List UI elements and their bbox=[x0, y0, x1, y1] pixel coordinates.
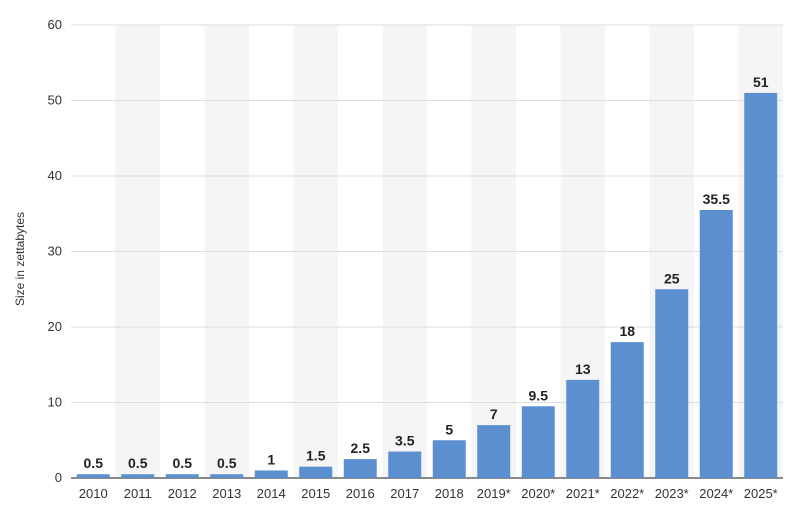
bar bbox=[388, 451, 422, 478]
data-label: 0.5 bbox=[128, 455, 148, 471]
y-tick-label: 30 bbox=[48, 244, 62, 259]
bar bbox=[76, 474, 110, 478]
bar bbox=[477, 425, 511, 478]
bar bbox=[121, 474, 155, 478]
y-tick-label: 0 bbox=[55, 470, 62, 485]
bar bbox=[343, 459, 377, 478]
data-label: 51 bbox=[753, 74, 769, 90]
bar bbox=[744, 92, 778, 478]
y-tick-label: 40 bbox=[48, 168, 62, 183]
x-tick-label: 2025* bbox=[744, 486, 778, 501]
bar bbox=[699, 209, 733, 478]
data-label: 13 bbox=[575, 361, 591, 377]
data-label: 2.5 bbox=[351, 440, 371, 456]
y-tick-label: 60 bbox=[48, 17, 62, 32]
x-tick-label: 2012 bbox=[168, 486, 197, 501]
y-tick-label: 10 bbox=[48, 395, 62, 410]
data-label: 0.5 bbox=[217, 455, 237, 471]
data-labels: 0.5 0.5 0.5 0.5 1 1.5 2.5 3.5 5 7 9.5 13 18 25 35.5 51 bbox=[84, 74, 769, 471]
data-label: 18 bbox=[619, 323, 635, 339]
bar bbox=[210, 474, 244, 478]
data-label: 1.5 bbox=[306, 448, 326, 464]
data-label: 7 bbox=[490, 406, 498, 422]
data-label: 9.5 bbox=[529, 387, 549, 403]
bar bbox=[655, 289, 689, 478]
bar bbox=[566, 379, 600, 478]
y-tick-label: 20 bbox=[48, 319, 62, 334]
bar bbox=[299, 466, 333, 478]
x-tick-label: 2024* bbox=[699, 486, 733, 501]
x-tick-label: 2022* bbox=[610, 486, 644, 501]
x-tick-label: 2010 bbox=[79, 486, 108, 501]
y-tick-label: 50 bbox=[48, 93, 62, 108]
data-label: 0.5 bbox=[84, 455, 104, 471]
y-axis-label: Size in zettabytes bbox=[13, 212, 27, 306]
x-tick-label: 2014 bbox=[257, 486, 286, 501]
y-axis-ticks: 0 10 20 30 40 50 60 bbox=[48, 17, 62, 485]
data-label: 3.5 bbox=[395, 433, 415, 449]
bar bbox=[165, 474, 199, 478]
data-label: 1 bbox=[267, 451, 275, 467]
x-tick-label: 2013 bbox=[212, 486, 241, 501]
x-tick-label: 2023* bbox=[655, 486, 689, 501]
x-tick-label: 2016 bbox=[346, 486, 375, 501]
bar bbox=[432, 440, 466, 478]
bars bbox=[76, 92, 778, 478]
bar bbox=[521, 406, 555, 478]
data-label: 0.5 bbox=[173, 455, 193, 471]
x-tick-label: 2019* bbox=[477, 486, 511, 501]
bar bbox=[610, 342, 644, 478]
x-tick-label: 2020* bbox=[521, 486, 555, 501]
x-axis-ticks: 2010 2011 2012 2013 2014 2015 2016 2017 2018 2019… bbox=[79, 486, 778, 501]
data-label: 5 bbox=[445, 421, 453, 437]
data-label: 25 bbox=[664, 270, 680, 286]
bar bbox=[254, 470, 288, 478]
x-tick-label: 2018 bbox=[435, 486, 464, 501]
x-tick-label: 2017 bbox=[390, 486, 419, 501]
x-tick-label: 2021* bbox=[566, 486, 600, 501]
x-tick-label: 2015 bbox=[301, 486, 330, 501]
data-label: 35.5 bbox=[703, 191, 730, 207]
x-tick-label: 2011 bbox=[124, 486, 152, 501]
